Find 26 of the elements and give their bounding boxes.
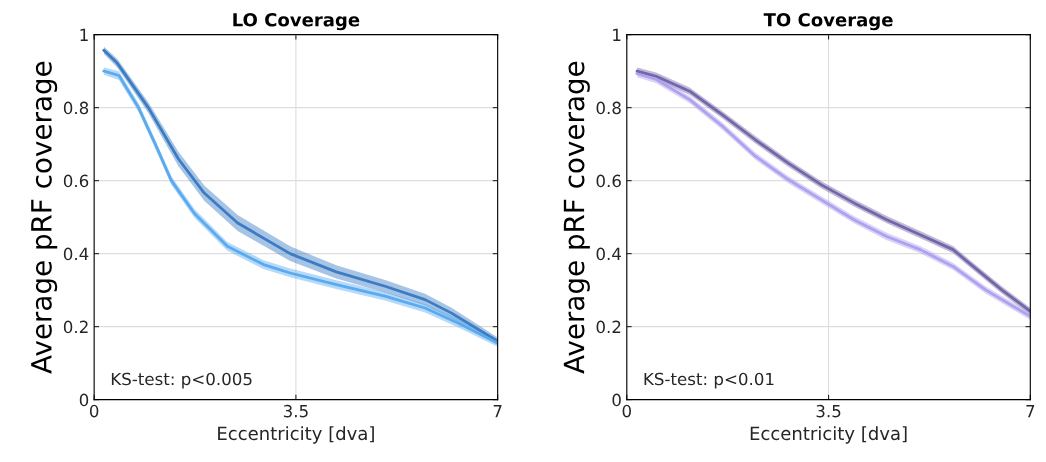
y-tick-label: 0.4: [63, 247, 89, 261]
chart-title: TO Coverage: [763, 12, 893, 31]
x-axis-title: Eccentricity [dva]: [750, 426, 907, 444]
x-tick-label: 7: [493, 405, 502, 418]
annotation: KS-test: p<0.01: [644, 372, 774, 389]
y-tick-label: 0: [612, 393, 621, 407]
y-tick-label: 0.4: [596, 247, 621, 261]
y-tick-label: 0.8: [63, 101, 89, 115]
x-tick-label: 7: [1026, 405, 1035, 418]
x-tick-label: 3.5: [283, 404, 308, 418]
y-tick-label: 0.2: [596, 320, 621, 334]
y-axis-title: Average pRF coverage: [563, 61, 590, 374]
y-tick-label: 0.6: [63, 174, 89, 188]
y-tick-label: 1: [80, 28, 88, 41]
chart-title: LO Coverage: [233, 12, 360, 31]
y-tick-label: 0.8: [596, 101, 621, 115]
y-tick-label: 0: [79, 393, 89, 407]
y-axis-title: Average pRF coverage: [31, 61, 58, 374]
y-tick-label: 0.2: [63, 320, 88, 334]
y-tick-label: 0.6: [596, 174, 621, 188]
y-tick-label: 1: [613, 28, 621, 41]
x-tick-label: 0: [622, 404, 631, 418]
annotation: KS-test: p<0.005: [111, 372, 252, 389]
x-tick-label: 3.5: [816, 404, 841, 418]
x-tick-label: 0: [89, 404, 99, 418]
x-axis-title: Eccentricity [dva]: [218, 426, 374, 444]
